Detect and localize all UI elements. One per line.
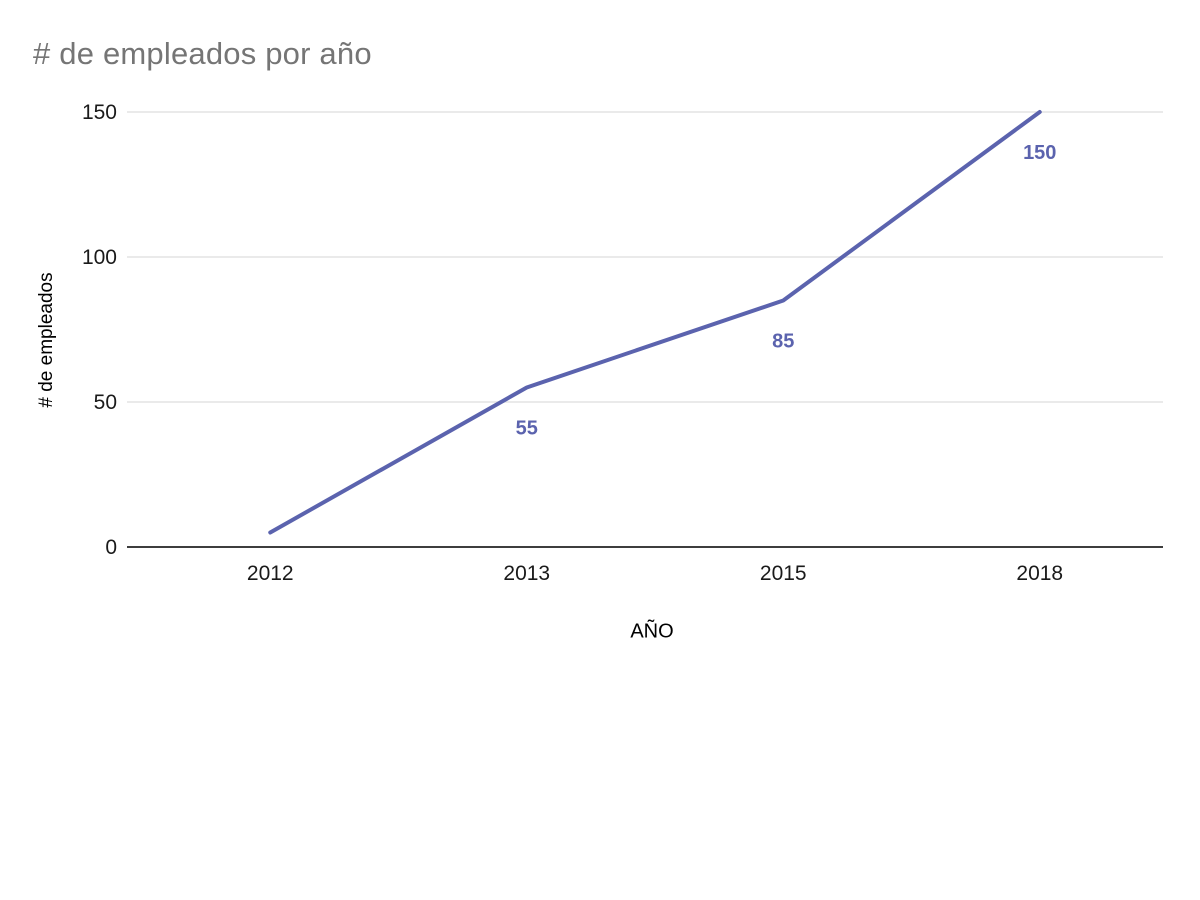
x-axis-label: AÑO [630,620,674,643]
line-chart: 0 50 100 150 2012 2013 2015 2018 55 85 150 [82,101,1163,585]
y-tick-label: 150 [82,101,117,124]
x-tick-label: 2012 [247,562,294,585]
x-tick-label: 2015 [760,562,807,585]
chart-title: # de empleados por año [33,36,372,71]
x-tick-label: 2018 [1016,562,1063,585]
x-tick-label: 2013 [503,562,550,585]
y-tick-label: 100 [82,246,117,269]
y-tick-label: 50 [94,391,117,414]
point-label: 150 [1023,142,1056,164]
series-line [268,110,1042,535]
point-label: 55 [516,418,538,440]
point-label: 85 [772,331,794,353]
y-tick-label: 0 [105,536,117,559]
